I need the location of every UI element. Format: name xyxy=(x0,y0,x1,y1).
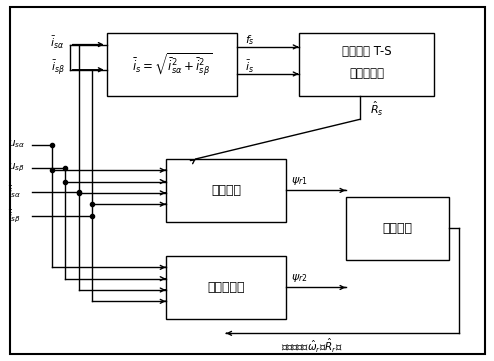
Text: $\psi_{r1}$: $\psi_{r1}$ xyxy=(291,175,308,187)
Text: 模糊观测器: 模糊观测器 xyxy=(349,67,384,80)
Bar xyxy=(107,33,237,96)
Text: $\bar{i}_{s\alpha}$: $\bar{i}_{s\alpha}$ xyxy=(8,184,22,200)
Text: $\psi_{r2}$: $\psi_{r2}$ xyxy=(291,272,308,284)
Bar xyxy=(299,33,434,96)
Text: $\bar{i}_s=\sqrt{\bar{i}_{s\alpha}^{2}+\bar{i}_{s\beta}^{2}}$: $\bar{i}_s=\sqrt{\bar{i}_{s\alpha}^{2}+\… xyxy=(132,51,212,78)
Text: $\bar{i}_{s\alpha}$: $\bar{i}_{s\alpha}$ xyxy=(50,35,65,51)
Bar xyxy=(165,256,287,319)
Text: 参考模型: 参考模型 xyxy=(211,184,241,197)
Text: $u_{s\alpha}$: $u_{s\alpha}$ xyxy=(8,139,25,151)
Text: 待辨识値（$\hat{\omega}_r$、$\hat{R}_r$）: 待辨识値（$\hat{\omega}_r$、$\hat{R}_r$） xyxy=(282,337,343,355)
Text: $u_{s\beta}$: $u_{s\beta}$ xyxy=(8,162,25,174)
Bar xyxy=(165,159,287,222)
Bar xyxy=(345,197,449,260)
Text: 定子电阶 T-S: 定子电阶 T-S xyxy=(342,45,391,58)
Text: $\bar{i}_{s\beta}$: $\bar{i}_{s\beta}$ xyxy=(51,58,65,77)
Text: $\hat{R}_s$: $\hat{R}_s$ xyxy=(370,100,383,118)
Text: 可调节模型: 可调节模型 xyxy=(207,281,245,294)
Text: $f_s$: $f_s$ xyxy=(245,34,254,47)
Text: $\bar{i}_s$: $\bar{i}_s$ xyxy=(245,60,253,75)
Text: 自适应率: 自适应率 xyxy=(382,222,412,235)
Text: $\bar{i}_{s\beta}$: $\bar{i}_{s\beta}$ xyxy=(8,208,21,225)
